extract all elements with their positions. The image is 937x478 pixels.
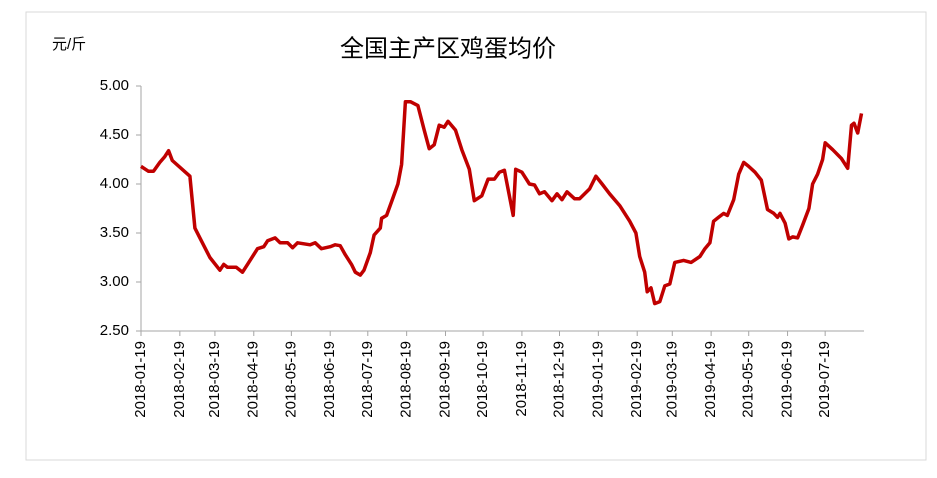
x-tick-label: 2019-07-19 xyxy=(816,341,833,418)
x-tick-label: 2018-11-19 xyxy=(513,341,530,417)
x-tick-label: 2019-06-19 xyxy=(779,341,796,418)
x-tick-label: 2019-04-19 xyxy=(702,341,719,418)
x-tick-label: 2018-03-19 xyxy=(206,341,223,418)
y-tick-label: 4.50 xyxy=(100,126,129,143)
x-tick-label: 2018-01-19 xyxy=(132,341,149,418)
y-tick-label: 2.50 xyxy=(100,322,129,339)
y-tick-label: 5.00 xyxy=(100,77,129,94)
y-tick-label: 4.00 xyxy=(100,175,129,192)
x-tick-label: 2018-05-19 xyxy=(282,341,299,418)
x-tick-label: 2018-10-19 xyxy=(474,341,491,418)
x-tick-label: 2018-08-19 xyxy=(398,341,415,418)
x-tick-label: 2019-01-19 xyxy=(589,341,606,418)
y-axis-label: 元/斤 xyxy=(52,36,86,53)
x-tick-label: 2018-07-19 xyxy=(359,341,376,418)
x-tick-label: 2018-06-19 xyxy=(321,341,338,418)
x-tick-label: 2018-09-19 xyxy=(436,341,453,418)
chart-title: 全国主产区鸡蛋均价 xyxy=(340,35,556,62)
y-tick-label: 3.50 xyxy=(100,224,129,241)
x-tick-label: 2018-12-19 xyxy=(550,341,567,418)
x-tick-label: 2019-03-19 xyxy=(663,341,680,418)
data-line xyxy=(140,99,864,306)
x-tick-label: 2019-05-19 xyxy=(740,341,757,418)
x-tick-label: 2018-04-19 xyxy=(245,341,262,418)
x-tick-label: 2018-02-19 xyxy=(171,341,188,418)
chart-frame xyxy=(25,11,927,461)
x-tick-label: 2019-02-19 xyxy=(628,341,645,418)
y-tick-label: 3.00 xyxy=(100,273,129,290)
